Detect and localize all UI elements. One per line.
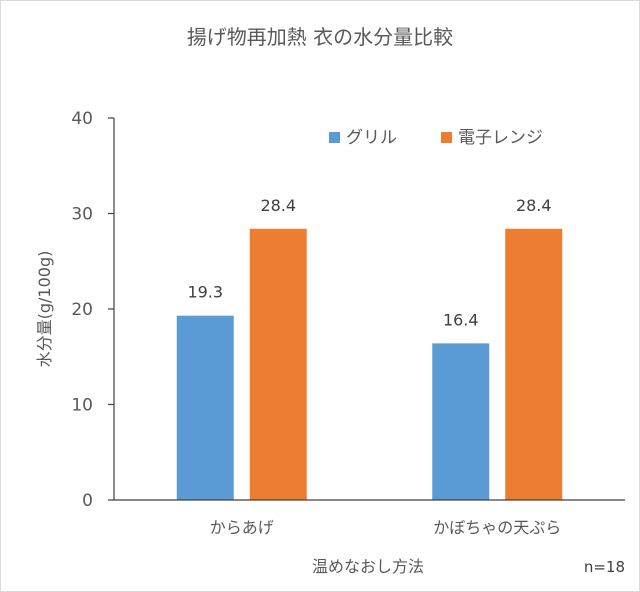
data-label: 19.3 xyxy=(187,283,223,302)
data-label: 28.4 xyxy=(516,196,552,215)
value-labels-group: 19.3 28.4 16.4 28.4 xyxy=(187,196,551,330)
bar xyxy=(176,315,234,500)
y-axis: 0 10 20 30 40 xyxy=(71,109,115,511)
y-tick-label: 20 xyxy=(71,300,93,320)
bar xyxy=(505,228,563,500)
legend: グリル 電子レンジ xyxy=(329,128,543,148)
legend-label: 電子レンジ xyxy=(458,128,543,148)
y-tick-label: 10 xyxy=(71,396,93,416)
y-tick-label: 0 xyxy=(82,491,93,511)
y-tick-label: 30 xyxy=(71,205,93,225)
bar xyxy=(249,228,307,500)
x-axis: からあげ かぼちゃの天ぷら xyxy=(114,499,625,537)
y-tick-label: 40 xyxy=(71,109,93,129)
data-label: 16.4 xyxy=(443,310,479,329)
data-label: 28.4 xyxy=(260,196,296,215)
y-axis-title: 水分量(g/100g) xyxy=(35,251,54,368)
x-category-label: かぼちゃの天ぷら xyxy=(433,518,561,537)
x-category-label: からあげ xyxy=(210,518,274,537)
bars-group xyxy=(176,228,563,500)
bar xyxy=(432,343,490,500)
sample-size-note: n=18 xyxy=(584,558,625,576)
x-axis-title: 温めなおし方法 xyxy=(312,557,424,576)
chart-title: 揚げ物再加熱 衣の水分量比較 xyxy=(187,25,453,49)
legend-swatch xyxy=(441,132,452,143)
legend-label: グリル xyxy=(346,128,397,148)
legend-swatch xyxy=(329,132,340,143)
